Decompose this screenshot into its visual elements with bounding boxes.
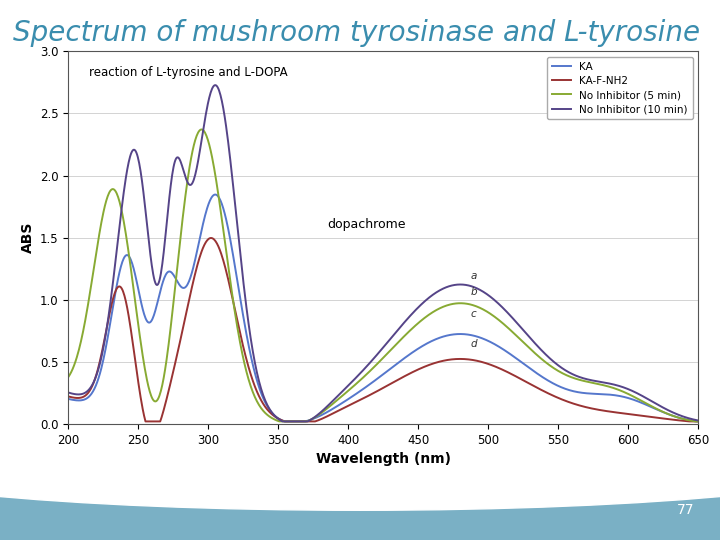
Line: KA-F-NH2: KA-F-NH2 xyxy=(68,238,698,421)
No Inhibitor (10 min) xyxy=(335,392,343,398)
KA xyxy=(540,375,549,381)
No Inhibitor (5 min) xyxy=(229,297,238,303)
Text: a: a xyxy=(470,271,477,281)
Bar xyxy=(0,421,720,540)
Line: KA: KA xyxy=(68,194,698,421)
No Inhibitor (10 min) xyxy=(609,381,618,388)
KA-F-NH2 xyxy=(694,418,703,424)
No Inhibitor (10 min) xyxy=(132,151,141,158)
KA-F-NH2 xyxy=(141,418,150,424)
No Inhibitor (5 min) xyxy=(540,358,549,365)
KA-F-NH2 xyxy=(609,409,618,415)
KA xyxy=(132,280,141,287)
KA-F-NH2 xyxy=(335,407,343,414)
Y-axis label: ABS: ABS xyxy=(20,222,35,253)
No Inhibitor (5 min) xyxy=(609,385,618,392)
No Inhibitor (5 min) xyxy=(197,126,206,133)
KA xyxy=(229,252,238,259)
No Inhibitor (10 min) xyxy=(514,321,523,328)
No Inhibitor (5 min) xyxy=(132,313,141,319)
No Inhibitor (10 min) xyxy=(211,82,220,89)
Legend: KA, KA-F-NH2, No Inhibitor (5 min), No Inhibitor (10 min): KA, KA-F-NH2, No Inhibitor (5 min), No I… xyxy=(547,57,693,119)
KA-F-NH2 xyxy=(230,301,238,308)
Text: d: d xyxy=(470,339,477,349)
No Inhibitor (10 min) xyxy=(540,350,549,356)
KA xyxy=(282,418,290,424)
X-axis label: Wavelength (nm): Wavelength (nm) xyxy=(316,452,451,466)
Text: 77: 77 xyxy=(678,503,695,517)
Ellipse shape xyxy=(0,362,720,481)
No Inhibitor (5 min) xyxy=(514,334,523,341)
KA-F-NH2 xyxy=(132,370,141,377)
No Inhibitor (10 min) xyxy=(279,418,287,424)
Text: b: b xyxy=(470,287,477,297)
No Inhibitor (5 min) xyxy=(335,395,343,402)
KA xyxy=(609,392,618,399)
No Inhibitor (5 min) xyxy=(64,374,73,380)
KA-F-NH2 xyxy=(64,393,73,400)
Line: No Inhibitor (10 min): No Inhibitor (10 min) xyxy=(68,85,698,421)
No Inhibitor (10 min) xyxy=(229,182,238,188)
KA xyxy=(211,191,220,198)
Line: No Inhibitor (5 min): No Inhibitor (5 min) xyxy=(68,130,698,421)
KA xyxy=(694,418,703,424)
KA xyxy=(335,402,343,408)
KA-F-NH2 xyxy=(207,235,216,241)
No Inhibitor (5 min) xyxy=(694,418,703,424)
KA-F-NH2 xyxy=(540,388,549,395)
KA-F-NH2 xyxy=(514,374,523,381)
No Inhibitor (10 min) xyxy=(64,389,73,396)
Bar xyxy=(0,454,720,540)
No Inhibitor (5 min) xyxy=(276,418,284,424)
KA xyxy=(514,356,523,363)
Text: c: c xyxy=(470,309,476,319)
Ellipse shape xyxy=(0,402,720,510)
No Inhibitor (10 min) xyxy=(694,417,703,424)
Text: reaction of L-tyrosine and L-DOPA: reaction of L-tyrosine and L-DOPA xyxy=(89,66,288,79)
KA xyxy=(64,396,73,402)
Text: Spectrum of mushroom tyrosinase and L-tyrosine: Spectrum of mushroom tyrosinase and L-ty… xyxy=(13,19,700,47)
Text: dopachrome: dopachrome xyxy=(328,218,406,231)
